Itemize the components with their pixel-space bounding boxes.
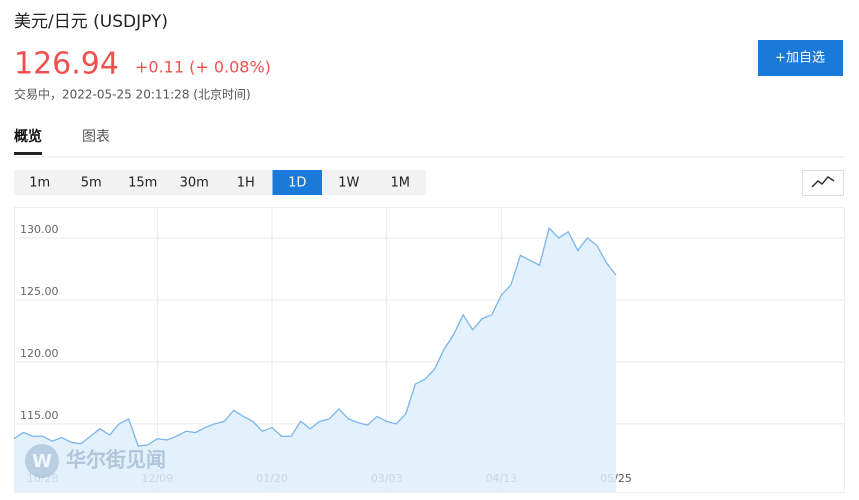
interval-bar: [14, 170, 426, 195]
tab[interactable]: 概览: [14, 128, 42, 145]
watermark-logo-letter: W: [32, 451, 52, 472]
area-fill: [14, 228, 616, 492]
title: 美元/日元 (USDJPY): [14, 12, 168, 32]
interval-button[interactable]: 30m: [180, 176, 209, 191]
interval-button[interactable]: 5m: [81, 176, 102, 191]
interval-button[interactable]: 15m: [128, 176, 157, 191]
tabs: 概览 图表: [14, 128, 110, 155]
add-button-label[interactable]: +加自选: [775, 51, 825, 66]
interval-button[interactable]: 1W: [338, 176, 359, 191]
y-tick-label: 130.00: [20, 223, 59, 236]
y-tick-label: 115.00: [20, 409, 59, 422]
chart-frame: [14, 207, 845, 493]
tab-underline: [14, 152, 42, 155]
change: +0.11 (+ 0.08%): [135, 58, 271, 77]
price: 126.94: [14, 47, 119, 82]
intervals: 1m 5m 15m 30m 1H 1D 1W 1M: [29, 170, 410, 195]
watermark-logo: [25, 444, 59, 478]
tab[interactable]: 图表: [82, 129, 110, 145]
interval-button[interactable]: 1D: [288, 176, 306, 191]
chart-type-icon[interactable]: [811, 176, 835, 188]
interval-button[interactable]: 1H: [237, 176, 255, 191]
interval-button[interactable]: 1M: [391, 176, 411, 191]
watermark: W 华尔街见闻: [25, 444, 166, 478]
add-button[interactable]: [758, 40, 843, 76]
status: 交易中，2022-05-25 20:11:28 (北京时间): [14, 87, 251, 102]
y-tick-label: 120.00: [20, 347, 59, 360]
interval-active[interactable]: [272, 170, 323, 195]
chart: 115.00120.00125.00130.0010/2812/0901/200…: [13, 207, 844, 492]
price-line: [13, 226, 617, 447]
watermark-text: 华尔街见闻: [66, 448, 166, 472]
y-tick-label: 125.00: [20, 285, 59, 298]
interval-button[interactable]: 1m: [29, 176, 50, 191]
